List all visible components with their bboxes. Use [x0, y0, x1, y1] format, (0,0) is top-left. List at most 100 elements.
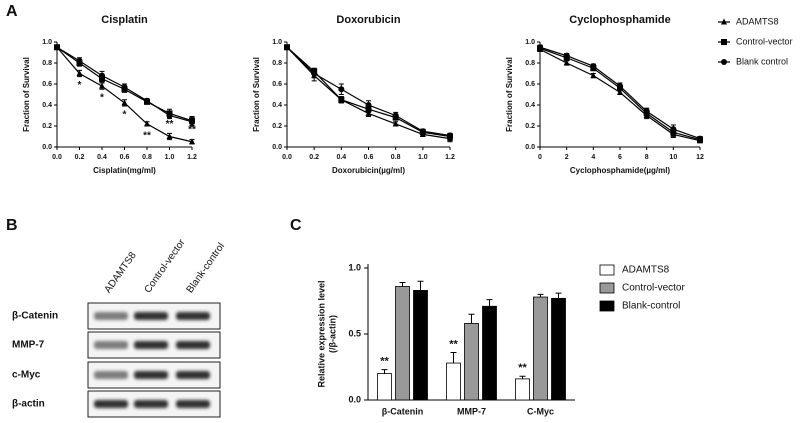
error-bar [450, 351, 457, 364]
blot-band [94, 341, 128, 349]
marker [99, 82, 105, 89]
bar [413, 290, 428, 401]
x-tick-label: 0.4 [336, 154, 346, 161]
y-tick-label: 0.5 [348, 328, 361, 338]
series-line [286, 46, 451, 137]
marker [697, 135, 703, 142]
bar [533, 296, 548, 401]
error-bar [519, 375, 526, 379]
marker [54, 44, 60, 51]
y-tick-label: 1.0 [272, 39, 282, 46]
legend-swatch [599, 264, 615, 276]
marker [590, 72, 597, 79]
marker [721, 39, 727, 45]
y-tick-label: 1.0 [348, 262, 361, 272]
marker [392, 112, 399, 119]
marker [76, 70, 83, 76]
x-tick-label: 6 [618, 154, 622, 161]
bar [551, 297, 566, 401]
legend-label: Control-vector [622, 283, 685, 294]
x-tick-label: 0 [538, 154, 542, 161]
x-tick-label: 0.2 [75, 154, 85, 161]
marker [643, 108, 650, 115]
x-tick-label: 0.6 [364, 154, 374, 161]
marker [166, 112, 173, 119]
y-tick-label: 0.4 [272, 102, 282, 109]
legend-label: ADAMTS8 [736, 16, 779, 26]
y-tick-label: 0.0 [348, 394, 361, 404]
x-tick-label: 2 [565, 154, 569, 161]
y-tick-label: 0.8 [272, 60, 282, 67]
marker [563, 59, 570, 66]
lane-label: ADAMTS8 [103, 250, 139, 295]
panel-label: C [290, 217, 302, 234]
significance: ** [166, 119, 174, 130]
y-tick-label: 0.6 [272, 81, 282, 88]
row-label: β-Catenin [12, 311, 58, 322]
marker [590, 63, 597, 70]
x-axis-label: Cisplatin(mg/ml) [93, 166, 156, 175]
x-tick-label: 1.0 [165, 154, 175, 161]
blot-band [134, 371, 168, 379]
legend-label: Blank control [736, 56, 788, 66]
y-tick-label: 0.2 [42, 123, 52, 130]
y-tick-label: 0.6 [525, 81, 535, 88]
marker [721, 18, 727, 25]
bar [395, 286, 410, 401]
y-tick-label: 1.0 [42, 39, 52, 46]
significance: ** [188, 124, 196, 135]
y-axis-label: Fraction of Survival [22, 57, 31, 132]
blot-band [134, 312, 168, 320]
marker [338, 96, 345, 103]
error-bar [468, 313, 475, 324]
marker [537, 44, 543, 51]
x-tick-label: C-Myc [527, 406, 554, 416]
marker [447, 132, 453, 139]
y-tick-label: 0.2 [525, 123, 535, 130]
marker [121, 84, 128, 91]
row-label: β-actin [12, 399, 45, 410]
legend-label: ADAMTS8 [622, 265, 670, 276]
blot-band [94, 371, 128, 379]
y-tick-label: 0.4 [525, 102, 535, 109]
y-axis-label: (/β-actin) [327, 315, 337, 353]
marker [365, 102, 372, 108]
lane-label: Control-vector [143, 237, 188, 295]
bar [464, 323, 479, 401]
marker [144, 120, 150, 127]
marker [99, 72, 105, 79]
x-tick-label: 0.2 [309, 154, 319, 161]
bar [377, 373, 392, 401]
x-tick-label: 0.8 [391, 154, 401, 161]
y-axis-label: Relative expression level [316, 280, 326, 387]
marker [121, 99, 128, 106]
chart-title: Cisplatin [101, 14, 148, 26]
marker [365, 109, 372, 116]
legend-label: Control-vector [736, 36, 793, 46]
error-bar [399, 282, 406, 287]
y-tick-label: 0.0 [272, 144, 282, 151]
marker [617, 83, 623, 90]
series-line [539, 48, 701, 142]
marker [563, 52, 570, 59]
blot-band [176, 400, 210, 408]
blot-band [176, 371, 210, 379]
lane-label: Blank-control [185, 241, 227, 295]
chart-title: Doxorubicin [336, 14, 400, 26]
y-tick-label: 0.2 [272, 123, 282, 130]
y-tick-label: 0.8 [42, 60, 52, 67]
x-tick-label: 1.2 [187, 154, 197, 161]
blot-band [134, 400, 168, 408]
bar [482, 305, 497, 401]
bar [515, 378, 530, 401]
x-tick-label: β-Catenin [382, 406, 424, 416]
marker [189, 138, 195, 145]
blot-band [134, 341, 168, 349]
marker [189, 118, 195, 125]
significance: * [100, 93, 104, 104]
error-bar [537, 293, 544, 298]
significance: ** [143, 131, 151, 142]
bar [446, 362, 461, 401]
x-axis-label: Doxorubicin(µg/ml) [332, 166, 405, 175]
legend-swatch [599, 282, 615, 294]
